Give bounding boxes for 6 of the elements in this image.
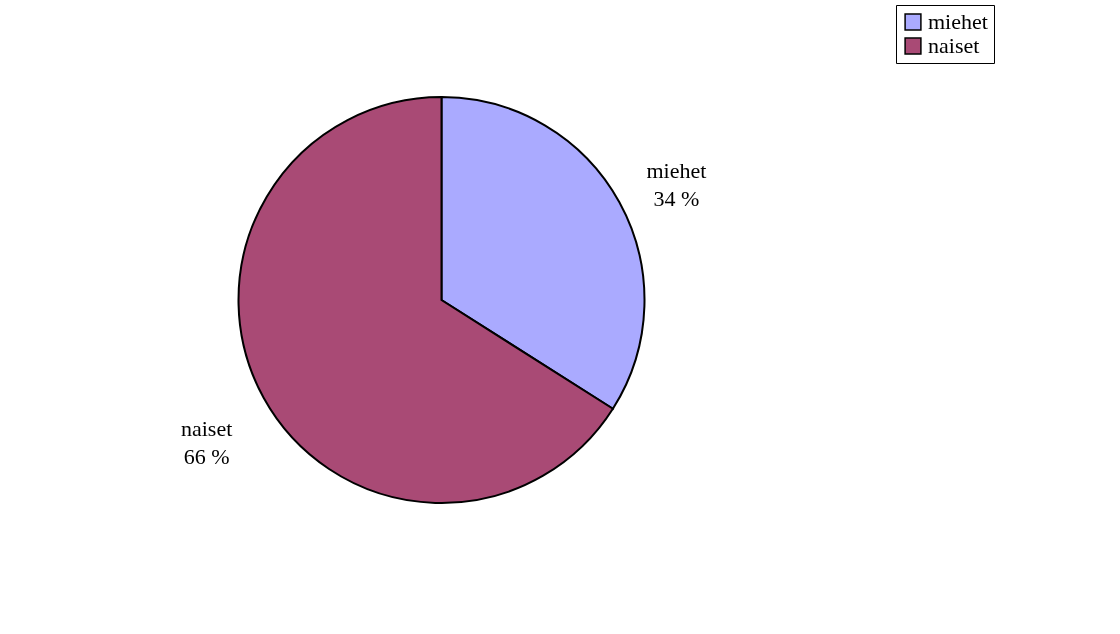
slice-label: miehet [646, 157, 707, 183]
legend-label: naiset [928, 33, 980, 58]
data-label: 66 % [183, 444, 230, 470]
legend-label: miehet [928, 9, 988, 34]
data-label: 34 % [653, 185, 700, 211]
slice-label: naiset [180, 416, 233, 442]
